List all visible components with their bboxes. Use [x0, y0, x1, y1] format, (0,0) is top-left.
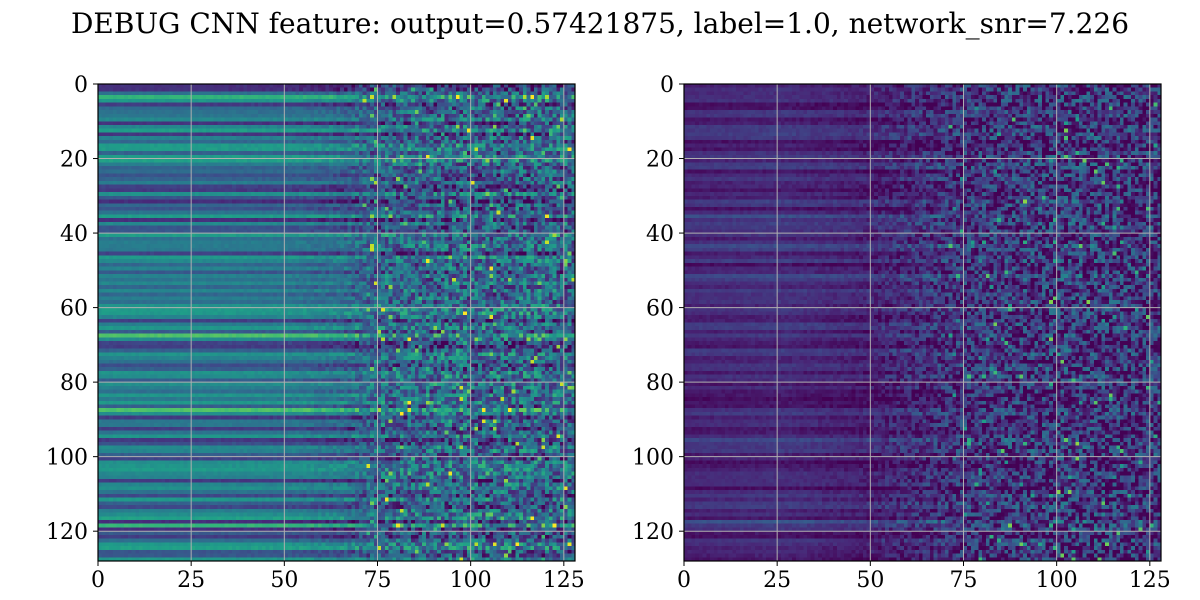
y-tick-label: 0	[74, 73, 88, 98]
x-tick-label: 50	[856, 568, 884, 593]
axes-frame	[683, 83, 1162, 562]
y-tick-label: 80	[646, 371, 674, 396]
axes-frame	[97, 83, 576, 562]
x-tick-label: 25	[177, 568, 205, 593]
y-tick-label: 100	[632, 446, 674, 471]
x-tick-label: 125	[543, 568, 585, 593]
y-tick-label: 60	[646, 297, 674, 322]
y-tick-label: 0	[660, 73, 674, 98]
heatmap-left: 0 25 50 75 100 125 0 20 40 60 80 100 120	[46, 73, 585, 593]
y-tick-label: 80	[60, 371, 88, 396]
x-tick-label: 125	[1129, 568, 1171, 593]
y-tick-label: 40	[60, 222, 88, 247]
y-tick-label: 120	[46, 520, 88, 545]
heatmap-image	[684, 84, 1161, 561]
x-tick-label: 75	[949, 568, 977, 593]
y-tick-label: 20	[646, 148, 674, 173]
x-tick-label: 100	[450, 568, 492, 593]
heatmap-image	[98, 84, 575, 561]
y-tick-label: 120	[632, 520, 674, 545]
x-tick-label: 50	[270, 568, 298, 593]
x-tick-label: 25	[763, 568, 791, 593]
x-tick-label: 0	[91, 568, 105, 593]
heatmap-right: 0 25 50 75 100 125 0 20 40 60 80 100 120	[632, 73, 1171, 593]
x-tick-label: 100	[1036, 568, 1078, 593]
x-tick-label: 75	[363, 568, 391, 593]
y-tick-label: 60	[60, 297, 88, 322]
x-tick-label: 0	[677, 568, 691, 593]
y-tick-label: 20	[60, 148, 88, 173]
figure-title: DEBUG CNN feature: output=0.57421875, la…	[70, 7, 1130, 40]
y-tick-label: 100	[46, 446, 88, 471]
y-tick-label: 40	[646, 222, 674, 247]
